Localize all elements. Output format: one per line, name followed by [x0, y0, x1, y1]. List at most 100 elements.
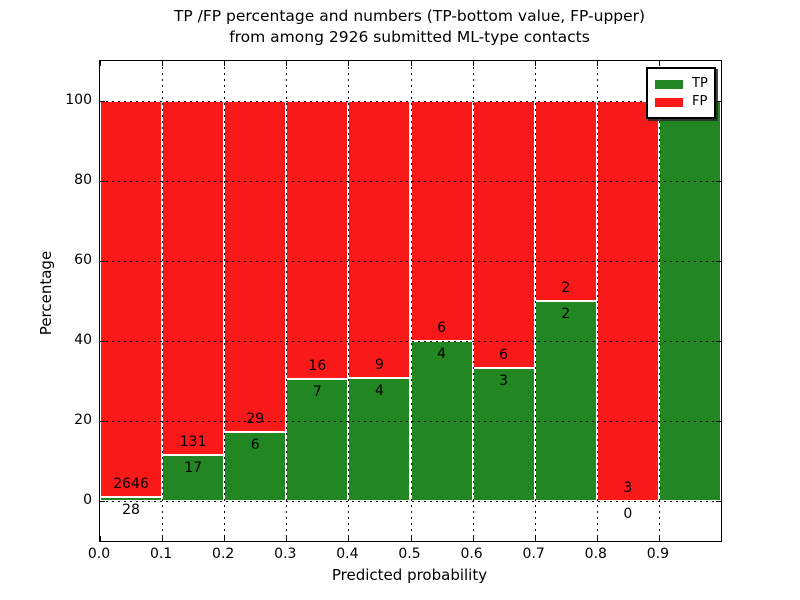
y-tick-left: [100, 181, 105, 182]
x-tick-label: 0.2: [212, 546, 235, 562]
v-gridline: [162, 61, 163, 541]
x-tick-bottom: [535, 536, 536, 541]
y-tick-right: [716, 421, 721, 422]
x-tick-top: [659, 61, 660, 66]
legend-entry-fp: FP: [655, 94, 707, 110]
fp-bar-segment: [286, 101, 349, 380]
x-tick-bottom: [411, 536, 412, 541]
v-gridline: [473, 61, 474, 541]
h-gridline: [100, 101, 721, 102]
x-tick-label: 0.6: [460, 546, 483, 562]
x-tick-top: [100, 61, 101, 66]
x-tick-bottom: [224, 536, 225, 541]
legend-label-tp: TP: [692, 76, 708, 91]
y-tick-label: 60: [74, 252, 92, 268]
v-gridline: [411, 61, 412, 541]
x-tick-label: 0.5: [398, 546, 421, 562]
x-tick-label: 0.9: [646, 546, 670, 562]
y-tick-left: [100, 421, 105, 422]
fp-bar-segment: [100, 101, 163, 497]
x-axis-label: Predicted probability: [331, 566, 488, 584]
x-tick-top: [348, 61, 349, 66]
x-tick-bottom: [597, 536, 598, 541]
fp-count-label: 9: [374, 356, 384, 373]
x-tick-top: [535, 61, 536, 66]
fp-swatch: [655, 97, 683, 107]
x-tick-top: [411, 61, 412, 66]
fp-count-label: 131: [179, 434, 207, 451]
y-tick-right: [716, 261, 721, 262]
x-tick-bottom: [100, 536, 101, 541]
plot-area: TP FP 26462813117296167946463223007: [99, 60, 722, 542]
tp-count-label: 0: [623, 506, 633, 522]
x-tick-bottom: [348, 536, 349, 541]
y-tick-label: 100: [65, 92, 92, 108]
h-gridline: [100, 501, 721, 502]
tp-count-label: 28: [122, 501, 140, 518]
legend-label-fp: FP: [692, 94, 708, 109]
tp-count-label: 2: [561, 306, 571, 322]
fp-count-label: 29: [246, 411, 265, 428]
y-tick-label: 80: [74, 172, 92, 188]
fp-bar-segment: [224, 101, 287, 433]
fp-bar-segment: [410, 101, 473, 341]
x-tick-bottom: [659, 536, 660, 541]
x-tick-label: 0.4: [336, 546, 359, 562]
tp-bar-segment: [286, 379, 349, 501]
tp-count-label: 6: [250, 437, 260, 454]
tp-swatch: [655, 79, 683, 89]
tp-count-label: 3: [499, 372, 509, 389]
tp-count-label: 17: [184, 460, 203, 477]
y-tick-label: 40: [74, 332, 92, 348]
y-tick-right: [716, 181, 721, 182]
x-tick-bottom: [162, 536, 163, 541]
x-tick-bottom: [473, 536, 474, 541]
x-tick-label: 0.1: [149, 546, 173, 562]
chart-title-line1: TP /FP percentage and numbers (TP-bottom…: [173, 7, 646, 25]
v-gridline: [286, 61, 287, 541]
y-tick-right: [716, 341, 721, 342]
y-tick-label: 0: [83, 492, 92, 508]
fp-bar-segment: [348, 101, 411, 378]
tp-count-label: 7: [312, 384, 322, 401]
x-tick-top: [224, 61, 225, 66]
h-gridline: [100, 261, 721, 262]
x-tick-top: [286, 61, 287, 66]
chart-title: TP /FP percentage and numbers (TP-bottom…: [99, 6, 720, 48]
x-tick-label: 0.7: [522, 546, 545, 562]
h-gridline: [100, 421, 721, 422]
y-tick-right: [716, 501, 721, 502]
x-tick-label: 0.8: [584, 546, 607, 562]
x-tick-label: 0.3: [274, 546, 297, 562]
y-tick-left: [100, 341, 105, 342]
fp-count-label: 6: [437, 320, 446, 336]
v-gridline: [597, 61, 598, 541]
tp-bar-segment: [658, 101, 721, 501]
h-gridline: [100, 181, 721, 182]
tp-count-label: 4: [437, 346, 446, 362]
y-tick-left: [100, 101, 105, 102]
fp-count-label: 2646: [113, 475, 149, 492]
fp-bar-segment: [162, 101, 225, 456]
fp-count-label: 3: [623, 480, 633, 496]
x-tick-top: [597, 61, 598, 66]
y-tick-label: 20: [74, 412, 92, 428]
fp-bar-segment: [472, 101, 535, 368]
legend-entry-tp: TP: [655, 76, 708, 92]
fp-bar-segment: [534, 101, 597, 301]
v-gridline: [659, 61, 660, 541]
y-tick-left: [100, 501, 105, 502]
tp-count-label: 4: [374, 382, 384, 399]
x-tick-top: [162, 61, 163, 66]
fp-count-label: 6: [499, 346, 509, 363]
x-tick-label: 0.0: [87, 546, 111, 562]
v-gridline: [224, 61, 225, 541]
legend: TP FP: [646, 67, 716, 119]
fp-bar-segment: [596, 101, 659, 501]
y-tick-right: [716, 101, 721, 102]
v-gridline: [535, 61, 536, 541]
tp-bar-segment: [534, 301, 597, 501]
x-tick-top: [473, 61, 474, 66]
tp-bar-segment: [162, 455, 225, 501]
h-gridline: [100, 341, 721, 342]
